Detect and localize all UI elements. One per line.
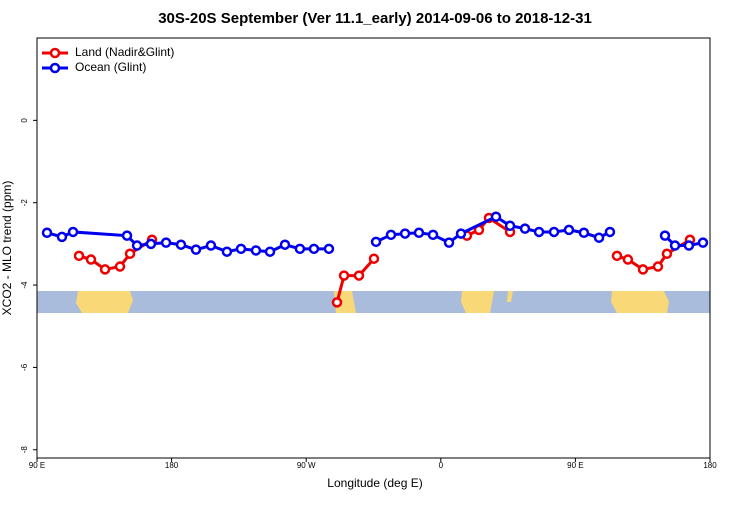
data-point bbox=[160, 237, 172, 248]
data-point bbox=[697, 237, 709, 248]
data-point bbox=[41, 227, 53, 239]
data-point bbox=[578, 227, 590, 239]
data-point bbox=[99, 264, 111, 275]
data-point bbox=[114, 261, 126, 272]
data-point bbox=[323, 243, 335, 255]
x-tick-label: 90 W bbox=[297, 461, 316, 470]
data-point bbox=[308, 243, 320, 255]
x-tick-label: 180 bbox=[703, 461, 717, 470]
y-tick-label: -4 bbox=[20, 281, 29, 289]
data-point bbox=[221, 246, 233, 257]
data-point bbox=[190, 244, 202, 255]
data-point bbox=[338, 270, 350, 281]
data-point bbox=[85, 254, 97, 265]
data-point bbox=[413, 227, 425, 239]
data-point bbox=[250, 245, 262, 256]
data-point bbox=[604, 226, 616, 238]
data-point bbox=[399, 228, 411, 239]
data-point bbox=[504, 220, 516, 232]
data-point bbox=[611, 250, 623, 262]
plot-frame bbox=[36, 37, 711, 459]
data-point bbox=[368, 253, 380, 264]
data-point bbox=[669, 240, 681, 251]
data-point bbox=[175, 239, 187, 250]
map-strip bbox=[37, 291, 710, 313]
legend-label: Land (Nadir&Glint) bbox=[75, 45, 174, 59]
legend-label: Ocean (Glint) bbox=[75, 60, 146, 74]
legend-marker bbox=[49, 62, 61, 74]
data-point bbox=[370, 236, 382, 248]
data-point bbox=[427, 229, 439, 241]
x-tick-label: 90 E bbox=[567, 461, 583, 470]
data-point bbox=[331, 297, 343, 308]
data-point bbox=[353, 270, 365, 281]
data-point bbox=[659, 230, 671, 241]
legend-marker bbox=[49, 47, 61, 59]
y-tick-label: -6 bbox=[20, 363, 29, 371]
data-point bbox=[533, 226, 545, 238]
data-point bbox=[56, 231, 68, 243]
data-point bbox=[279, 239, 291, 250]
y-tick-label: -2 bbox=[20, 199, 29, 207]
data-point bbox=[637, 264, 649, 275]
y-tick-label: -8 bbox=[20, 446, 29, 454]
data-point bbox=[661, 248, 673, 260]
data-point bbox=[683, 240, 695, 251]
data-point bbox=[235, 243, 247, 255]
x-axis-label: Longitude (deg E) bbox=[327, 476, 422, 490]
x-tick-label: 90 E bbox=[29, 461, 45, 470]
data-point bbox=[455, 228, 467, 239]
data-point bbox=[205, 240, 217, 251]
data-point bbox=[548, 226, 560, 238]
data-point bbox=[124, 248, 136, 260]
data-point bbox=[131, 240, 143, 251]
data-point bbox=[121, 230, 133, 241]
x-tick-label: 180 bbox=[165, 461, 179, 470]
data-point bbox=[490, 211, 502, 222]
data-point bbox=[294, 243, 306, 255]
y-axis-label: XCO2 - MLO trend (ppm) bbox=[0, 181, 14, 316]
data-point bbox=[145, 238, 157, 250]
data-point bbox=[622, 254, 634, 265]
chart-title: 30S-20S September (Ver 11.1_early) 2014-… bbox=[158, 10, 592, 27]
x-tick-label: 0 bbox=[439, 461, 444, 470]
data-point bbox=[443, 237, 455, 248]
data-point bbox=[67, 226, 79, 238]
data-point bbox=[385, 229, 397, 241]
data-point bbox=[519, 223, 531, 234]
series-line bbox=[78, 215, 691, 303]
data-point bbox=[563, 224, 575, 236]
data-point bbox=[652, 261, 664, 272]
data-point bbox=[73, 250, 85, 262]
y-tick-label: 0 bbox=[20, 118, 29, 123]
data-point bbox=[264, 246, 276, 257]
data-point bbox=[593, 232, 605, 243]
